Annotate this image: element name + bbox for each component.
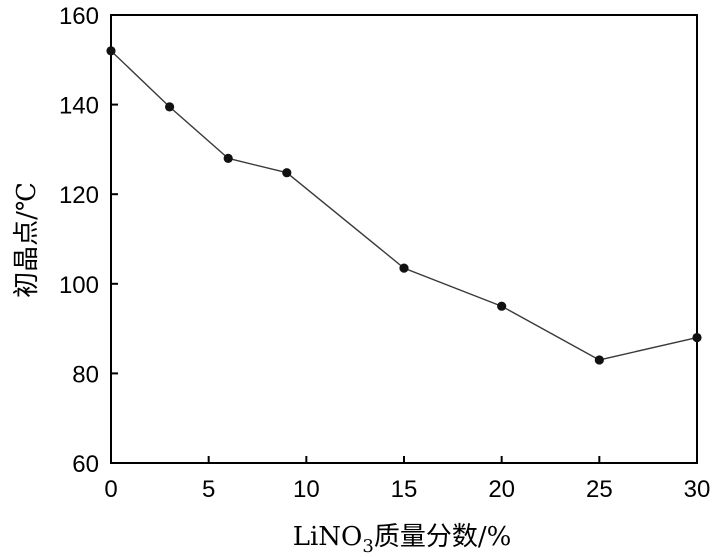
y-tick-label: 140 — [59, 93, 99, 120]
data-point — [282, 168, 292, 178]
y-tick-label: 100 — [59, 272, 99, 299]
x-tick-label: 0 — [104, 476, 117, 503]
data-point — [497, 301, 507, 311]
x-tick-label: 30 — [684, 476, 711, 503]
x-tick-label: 25 — [586, 476, 613, 503]
x-tick-label: 15 — [391, 476, 418, 503]
x-tick-label: 5 — [202, 476, 215, 503]
series-layer — [106, 46, 702, 365]
data-point — [165, 102, 175, 112]
x-tick-label: 20 — [488, 476, 515, 503]
y-tick-label: 80 — [72, 361, 99, 388]
plot-frame — [110, 14, 698, 464]
data-point — [399, 263, 409, 273]
y-axis-label: 初晶点/℃ — [12, 182, 42, 298]
data-point — [223, 153, 233, 163]
x-axis-label-prefix: LiNO — [293, 522, 363, 552]
y-tick-label: 160 — [59, 3, 99, 30]
x-axis-ticks: 0 5 10 15 20 25 30 — [104, 456, 710, 503]
data-point — [106, 46, 116, 56]
plot-area — [110, 14, 698, 464]
y-tick-label: 60 — [72, 451, 99, 478]
y-axis-ticks: 60 80 100 120 140 160 — [59, 3, 118, 478]
series-line — [110, 50, 698, 361]
x-axis-label-suffix: 质量分数/% — [374, 522, 511, 552]
x-axis-label: LiNO3质量分数/% — [293, 522, 512, 557]
data-point — [594, 355, 604, 365]
y-tick-label: 120 — [59, 182, 99, 209]
data-point — [692, 332, 702, 343]
x-tick-label: 10 — [293, 476, 320, 503]
x-axis-label-subscript: 3 — [362, 536, 373, 557]
